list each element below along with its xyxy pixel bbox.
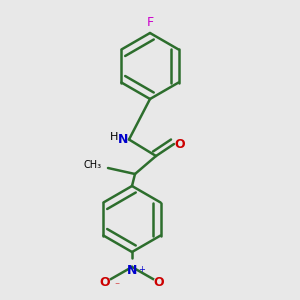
- Text: O: O: [154, 275, 164, 289]
- Text: F: F: [146, 16, 154, 29]
- Text: O: O: [175, 137, 185, 151]
- Text: CH₃: CH₃: [84, 160, 102, 170]
- Text: N: N: [118, 133, 128, 146]
- Text: H: H: [110, 131, 118, 142]
- Text: N: N: [127, 263, 137, 277]
- Text: +: +: [138, 266, 145, 274]
- Text: O: O: [100, 275, 110, 289]
- Text: ⁻: ⁻: [114, 281, 119, 292]
